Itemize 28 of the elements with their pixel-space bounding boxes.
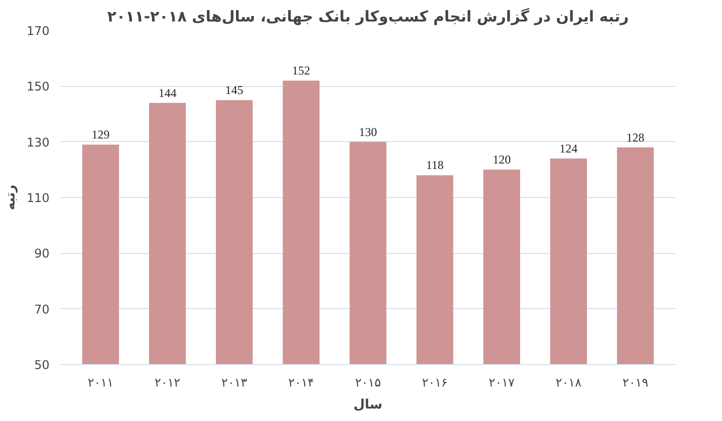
data-label: 118 <box>426 158 444 172</box>
data-label: 129 <box>92 128 110 142</box>
y-tick-label: 170 <box>26 24 50 38</box>
data-label: 128 <box>626 130 644 144</box>
y-tick-label: 150 <box>26 80 50 94</box>
chart-title: رتبه ایران در گزارش انجام کسب‌وکار بانک جهانی، سال‌های ۲۰۱۸-۲۰۱۱ <box>107 8 629 26</box>
x-tick-label: ۲۰۱۹ <box>622 376 648 390</box>
data-label: 145 <box>225 83 244 98</box>
y-tick-label: 70 <box>34 302 50 316</box>
y-tick-label: 130 <box>26 135 50 150</box>
x-tick-label: ۲۰۱۲ <box>154 376 180 390</box>
x-tick-label: ۲۰۱۶ <box>422 376 448 390</box>
y-axis-title: رتبه <box>4 184 19 210</box>
data-label: 124 <box>560 142 578 156</box>
y-tick-label: 50 <box>34 358 50 372</box>
x-tick-label: ۲۰۱۸ <box>556 376 582 390</box>
x-tick-label: ۲۰۱۴ <box>288 376 314 390</box>
data-label: 120 <box>492 152 511 167</box>
x-tick-label: ۲۰۱۳ <box>221 376 248 390</box>
data-label: 144 <box>158 86 176 100</box>
x-tick-label: ۲۰۱۱ <box>88 376 114 390</box>
y-tick-label: 90 <box>34 246 50 261</box>
y-tick-label: 110 <box>26 191 50 205</box>
data-label: 130 <box>359 124 377 139</box>
x-axis-title: سال <box>354 398 382 412</box>
x-tick-label: ۲۰۱۷ <box>488 376 516 390</box>
x-tick-label: ۲۰۱۵ <box>355 376 381 390</box>
data-label: 152 <box>292 64 310 78</box>
